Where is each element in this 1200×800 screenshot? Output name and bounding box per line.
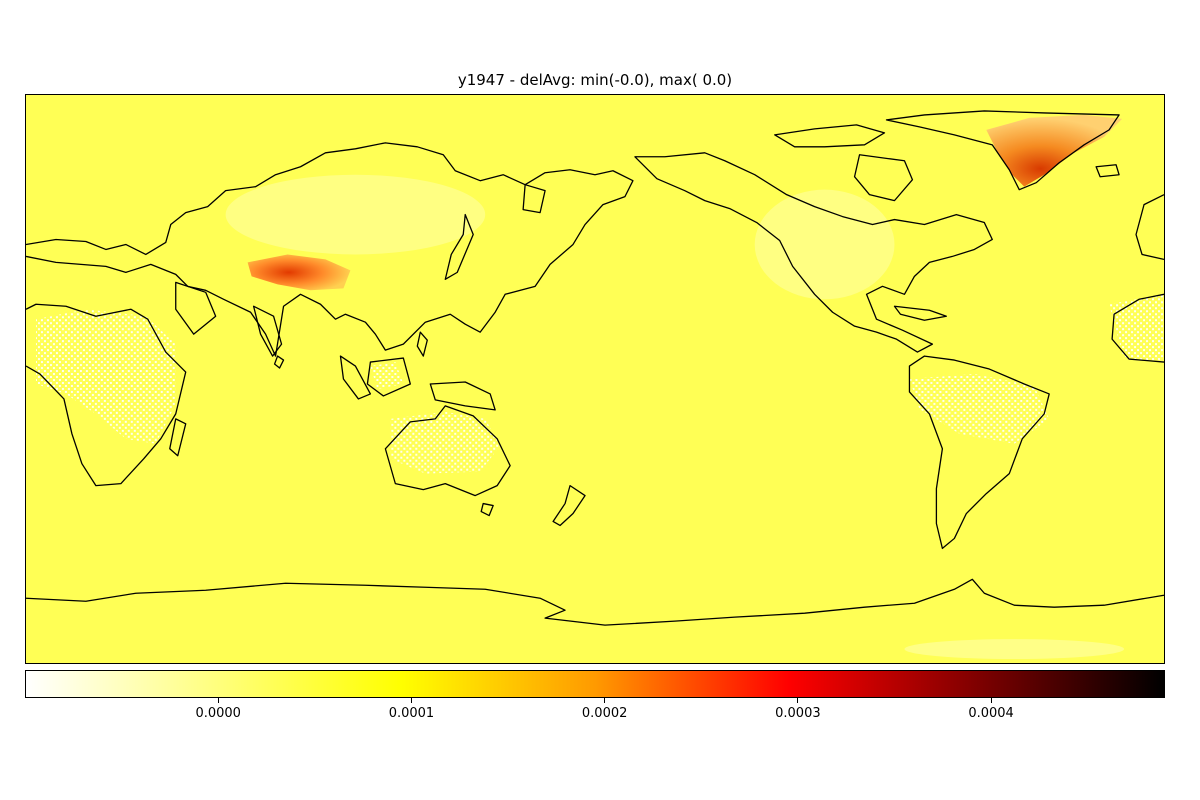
- coastline-india: [252, 305, 283, 357]
- colorbar-tick-label: 0.0004: [968, 706, 1014, 721]
- coastline-iceland: [1095, 164, 1120, 178]
- sparse-region-africa: [35, 309, 176, 444]
- colorbar-tick-label: 0.0003: [775, 706, 821, 721]
- coastline-new-zealand: [552, 484, 586, 527]
- coastline-sri-lanka: [273, 355, 285, 369]
- coastline-arctic-islands: [774, 124, 886, 148]
- colorbar-tick-mark: [990, 698, 992, 703]
- colorbar: [25, 670, 1165, 698]
- coastline-tasmania: [480, 502, 494, 517]
- colorbar-tick-label: 0.0001: [388, 706, 435, 721]
- colorbar-tick-mark: [410, 698, 412, 703]
- coastline-kamchatka: [522, 184, 546, 214]
- coastline-western-europe: [1135, 194, 1164, 261]
- colorbar-tick-label: 0.0002: [581, 706, 628, 721]
- coastline-north-america: [634, 152, 993, 353]
- coastline-philippines: [416, 331, 428, 357]
- world-map: [26, 95, 1164, 663]
- sparse-region-borneo: [370, 362, 404, 389]
- sparse-data-regions: [35, 294, 1164, 474]
- colorbar-tick-mark: [797, 698, 799, 703]
- colorbar-gradient: [26, 671, 1164, 697]
- coastline-arabia: [175, 281, 217, 335]
- sparse-region-west-africa: [1109, 294, 1164, 363]
- sparse-region-australia: [390, 411, 501, 474]
- coastlines: [26, 110, 1164, 626]
- colorbar-tick-mark: [604, 698, 606, 703]
- coastline-eurasia: [26, 142, 634, 357]
- map-plot: [25, 94, 1165, 664]
- coastline-new-guinea: [429, 381, 496, 411]
- coastline-west-africa-right: [1111, 293, 1164, 363]
- coastline-caribbean: [893, 305, 948, 321]
- coastline-africa: [26, 303, 187, 487]
- colorbar-tick-label: 0.0000: [195, 706, 241, 721]
- pale-land-tints: [225, 174, 1125, 660]
- map-title: y1947 - delAvg: min(-0.0), max( 0.0): [457, 71, 733, 89]
- coastline-antarctica: [26, 578, 1164, 626]
- coastline-sumatra: [339, 355, 372, 400]
- coastline-borneo: [366, 357, 411, 397]
- coastline-hudson-bay: [853, 154, 914, 202]
- tibet-hotspot: [247, 254, 351, 291]
- colorbar-tick-mark: [217, 698, 219, 703]
- sparse-region-amazon: [909, 374, 1050, 444]
- coastline-australia: [384, 405, 511, 497]
- coastline-greenland: [885, 110, 1120, 191]
- coastline-madagascar: [169, 418, 187, 457]
- greenland-hotspot: [986, 114, 1123, 187]
- coastline-south-america: [908, 355, 1050, 550]
- coastline-japan: [444, 213, 474, 280]
